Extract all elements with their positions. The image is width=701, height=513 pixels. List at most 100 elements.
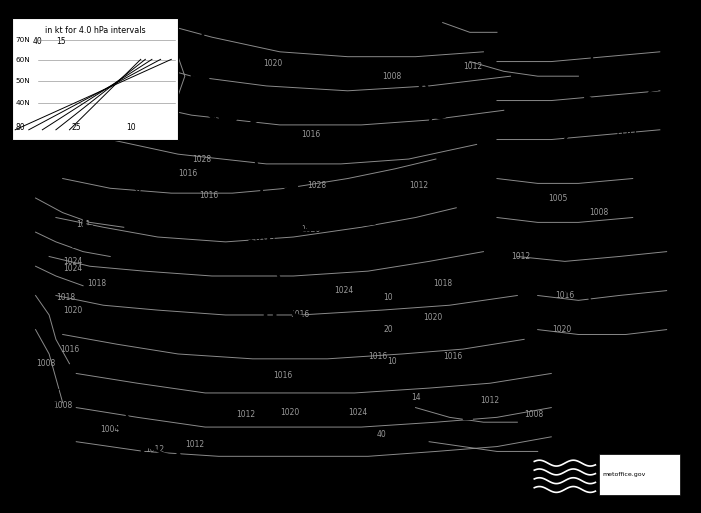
Text: 995: 995 — [411, 104, 434, 117]
Polygon shape — [266, 226, 275, 233]
Text: 70N: 70N — [16, 36, 31, 43]
Polygon shape — [659, 61, 667, 67]
Text: ×: × — [614, 196, 625, 209]
Polygon shape — [65, 441, 74, 447]
Text: L: L — [416, 79, 428, 98]
Text: 20: 20 — [383, 325, 393, 334]
Text: 1024: 1024 — [334, 286, 354, 295]
Polygon shape — [200, 457, 210, 463]
Text: 1008: 1008 — [382, 72, 402, 81]
Text: L: L — [461, 405, 472, 424]
Text: 1018: 1018 — [87, 279, 106, 288]
Text: 1016: 1016 — [301, 130, 320, 139]
Polygon shape — [259, 172, 268, 180]
Text: 1020: 1020 — [63, 306, 83, 314]
Text: 1012: 1012 — [236, 410, 255, 420]
Text: 1024: 1024 — [348, 408, 367, 417]
Text: 10: 10 — [383, 293, 393, 303]
Text: ×: × — [132, 187, 142, 200]
Text: ×: × — [471, 274, 482, 287]
Text: H: H — [261, 310, 278, 329]
Polygon shape — [12, 17, 178, 140]
Text: L: L — [257, 206, 269, 225]
Polygon shape — [558, 144, 566, 150]
Circle shape — [219, 111, 237, 124]
Polygon shape — [136, 118, 145, 125]
Polygon shape — [231, 458, 240, 464]
Text: L: L — [138, 440, 150, 459]
Polygon shape — [226, 203, 238, 210]
Text: 100: 100 — [614, 243, 638, 255]
Text: ×: × — [275, 330, 285, 343]
Polygon shape — [71, 202, 82, 209]
Polygon shape — [651, 85, 658, 91]
Text: L: L — [487, 249, 500, 268]
Text: 1008: 1008 — [36, 359, 55, 368]
Text: metoffice.gov: metoffice.gov — [602, 472, 646, 477]
Circle shape — [107, 209, 125, 222]
Text: ×: × — [407, 104, 417, 117]
Text: 1020: 1020 — [149, 194, 180, 207]
Text: 1012: 1012 — [71, 238, 102, 251]
Circle shape — [231, 97, 248, 110]
Text: 993: 993 — [34, 394, 57, 407]
Text: 1016: 1016 — [291, 310, 310, 320]
Circle shape — [587, 282, 601, 292]
Text: 1028: 1028 — [192, 154, 212, 164]
Text: 1020: 1020 — [264, 60, 283, 69]
Polygon shape — [531, 454, 599, 496]
Text: ×: × — [186, 460, 197, 472]
Text: L: L — [219, 89, 232, 108]
Text: 14: 14 — [411, 393, 421, 402]
Text: 15: 15 — [56, 37, 65, 46]
Circle shape — [423, 133, 438, 144]
Text: 1012: 1012 — [511, 252, 530, 261]
Polygon shape — [163, 112, 173, 119]
Polygon shape — [196, 48, 205, 56]
Text: 1018: 1018 — [433, 279, 452, 288]
Text: 25: 25 — [72, 123, 81, 132]
Polygon shape — [584, 95, 592, 102]
Text: 1012: 1012 — [144, 444, 164, 453]
Polygon shape — [199, 104, 210, 111]
Text: 40: 40 — [376, 430, 386, 439]
Text: 1008: 1008 — [128, 464, 160, 478]
Text: 10: 10 — [125, 123, 135, 132]
Circle shape — [339, 214, 355, 226]
Polygon shape — [250, 117, 260, 124]
Circle shape — [48, 408, 62, 419]
Text: 1020: 1020 — [301, 225, 320, 234]
Polygon shape — [109, 130, 118, 137]
Text: L: L — [620, 101, 632, 120]
Text: 80: 80 — [15, 123, 25, 132]
Text: 1020: 1020 — [280, 408, 299, 417]
Text: 1012: 1012 — [481, 396, 500, 405]
Text: L: L — [620, 218, 632, 237]
Text: 1005: 1005 — [548, 193, 568, 203]
Text: 1008: 1008 — [589, 208, 608, 217]
Text: 1016: 1016 — [179, 169, 198, 178]
Text: 1020: 1020 — [552, 325, 571, 334]
Polygon shape — [556, 282, 564, 288]
Polygon shape — [599, 454, 680, 496]
Text: 1016: 1016 — [443, 352, 463, 361]
Polygon shape — [592, 46, 599, 53]
Text: 1020: 1020 — [423, 313, 442, 322]
Text: 40: 40 — [33, 37, 43, 46]
Polygon shape — [128, 417, 137, 424]
Text: 1012: 1012 — [451, 430, 482, 443]
Text: 1028: 1028 — [308, 181, 327, 190]
Circle shape — [493, 279, 506, 289]
Text: 100: 100 — [614, 126, 638, 139]
Polygon shape — [293, 314, 303, 321]
Polygon shape — [262, 199, 271, 207]
Circle shape — [180, 209, 198, 222]
Text: in kt for 4.0 hPa intervals: in kt for 4.0 hPa intervals — [45, 27, 145, 35]
Polygon shape — [288, 183, 299, 190]
Polygon shape — [172, 453, 182, 459]
Text: 101: 101 — [76, 220, 90, 229]
Polygon shape — [146, 443, 154, 449]
Polygon shape — [278, 277, 287, 285]
Polygon shape — [83, 147, 93, 153]
Text: 1018: 1018 — [57, 293, 76, 303]
